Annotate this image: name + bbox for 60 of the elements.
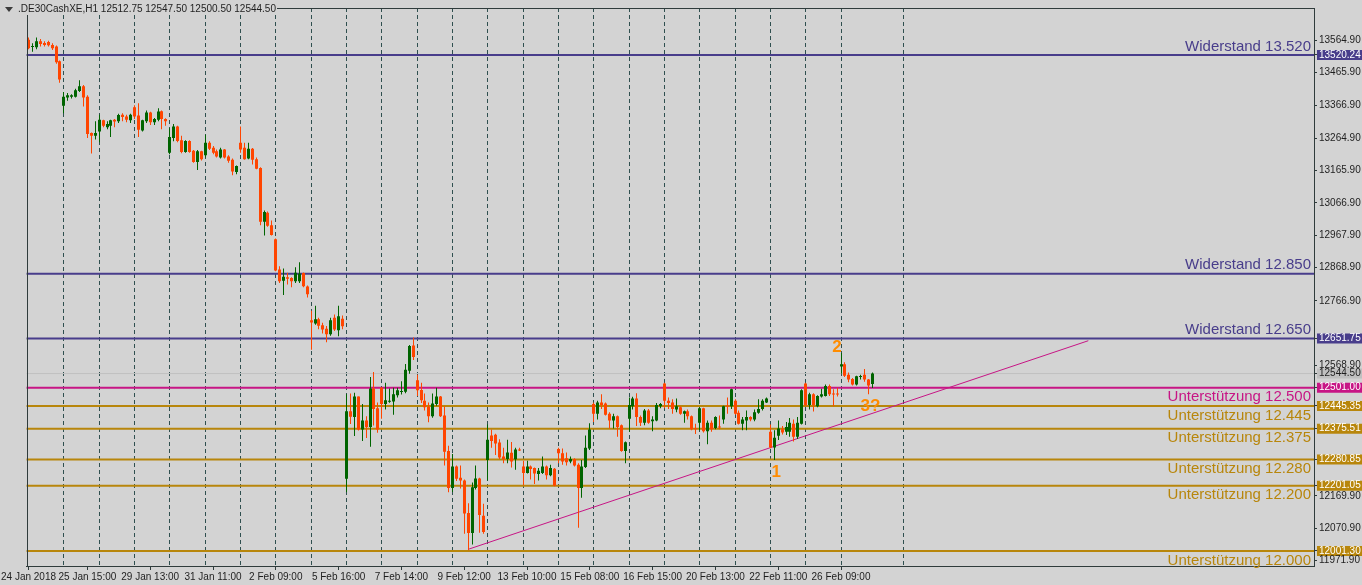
candlestick [286, 272, 289, 285]
y-tick-label: 12445.35 [1319, 399, 1362, 411]
y-tick-label: 12201.05 [1319, 479, 1362, 491]
y-tick-label: 12169.90 [1319, 489, 1362, 501]
ref-line-label: Widerstand 12.850 [1185, 255, 1311, 273]
candlestick [683, 410, 686, 423]
ref-line-label: Widerstand 13.520 [1185, 36, 1311, 54]
y-tick-label: 12766.90 [1319, 294, 1362, 306]
x-tick-label: 13 Feb 10:00 [497, 570, 557, 582]
candlestick [832, 389, 835, 407]
y-tick-label: 12070.90 [1319, 521, 1362, 533]
y-tick-label: 12001.30 [1319, 544, 1362, 556]
ref-line-label: Unterstützung 12.445 [1167, 405, 1311, 423]
x-tick-label: 24 Jan 2018 [1, 570, 57, 582]
y-tick-label: 13066.90 [1319, 196, 1362, 208]
y-tick-label: 12544.50 [1319, 367, 1362, 379]
y-tick-label: 13564.90 [1319, 34, 1362, 46]
y-tick-label: 12501.00 [1319, 381, 1362, 393]
y-tick-label: 12375.51 [1319, 422, 1362, 434]
candlestick [39, 39, 42, 47]
y-tick-label: 11971.90 [1319, 554, 1361, 566]
y-tick-label: 12651.75 [1319, 332, 1362, 344]
x-tick-label: 22 Feb 11:00 [749, 570, 808, 582]
y-tick-label: 13520.24 [1319, 48, 1362, 60]
annotation: 1 [771, 462, 782, 482]
y-tick-label: 12967.90 [1319, 229, 1362, 241]
candlestick [459, 465, 462, 489]
x-tick-label: 5 Feb 16:00 [311, 570, 366, 582]
x-tick-label: 20 Feb 13:00 [685, 570, 746, 582]
y-tick-label: 12868.90 [1319, 261, 1362, 273]
x-tick-label: 15 Feb 08:00 [560, 570, 620, 582]
ref-line-label: Unterstützung 12.000 [1167, 550, 1311, 568]
ref-line-label: Unterstützung 12.280 [1167, 459, 1311, 477]
x-tick-label: 31 Jan 11:00 [184, 570, 242, 582]
candlestick [529, 465, 532, 480]
y-tick-label: 13264.90 [1319, 132, 1362, 144]
ref-line-label: Widerstand 12.650 [1185, 320, 1311, 338]
x-tick-label: 29 Jan 13:00 [121, 570, 180, 582]
x-tick-label: 25 Jan 15:00 [58, 570, 117, 582]
ref-line-label: Unterstützung 12.375 [1167, 428, 1311, 446]
y-tick-label: 13165.90 [1319, 164, 1362, 176]
candlestick [94, 121, 97, 140]
x-tick-label: 9 Feb 12:00 [437, 570, 492, 582]
x-tick-label: 26 Feb 09:00 [811, 570, 871, 582]
ref-line-label: Unterstützung 12.200 [1167, 485, 1311, 503]
y-tick-label: 13366.90 [1319, 98, 1362, 110]
x-tick-label: 2 Feb 09:00 [249, 570, 303, 582]
x-tick-label: 7 Feb 14:00 [374, 570, 429, 582]
chart-title: .DE30CashXE,H1 12512.75 12547.50 12500.50 12544.50 [17, 3, 277, 15]
candlestick [310, 310, 313, 350]
candlestick [43, 41, 46, 47]
candlestick [726, 397, 729, 414]
candlestick [840, 353, 843, 374]
candlestick [384, 382, 387, 410]
y-tick-label: 12280.85 [1319, 453, 1362, 465]
x-tick-label: 16 Feb 15:00 [623, 570, 683, 582]
annotation: 2 [832, 337, 842, 357]
candlestick [718, 415, 721, 430]
y-tick-label: 13465.90 [1319, 66, 1362, 78]
ref-line-label: Unterstützung 12.500 [1167, 387, 1311, 405]
